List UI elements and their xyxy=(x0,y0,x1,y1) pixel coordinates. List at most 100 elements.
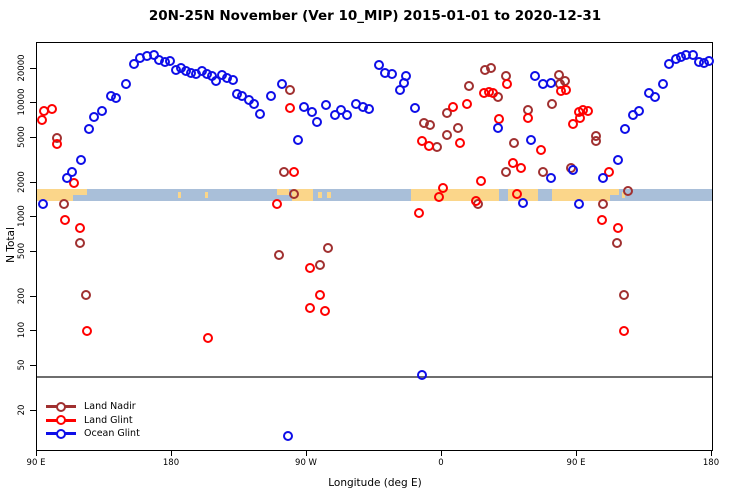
map-strip-land-segment xyxy=(205,192,208,198)
y-axis-tick xyxy=(30,136,36,138)
map-strip-land-segment xyxy=(410,189,499,201)
map-strip-land-segment xyxy=(551,189,610,201)
data-point-land-glint xyxy=(434,192,444,203)
data-point-ocean-glint xyxy=(165,56,176,67)
legend-line xyxy=(46,415,76,426)
data-point-ocean-glint xyxy=(321,99,332,110)
y-axis-label: N Total xyxy=(5,227,17,263)
data-point-land-glint xyxy=(438,183,449,194)
map-strip-land-segment xyxy=(508,189,538,201)
y-axis-tick xyxy=(30,296,36,297)
data-point-land-glint xyxy=(417,135,428,146)
data-point-ocean-glint xyxy=(342,109,353,120)
data-point-ocean-glint xyxy=(96,105,107,116)
data-point-land-nadir xyxy=(453,122,464,133)
map-strip-ocean xyxy=(37,189,712,201)
data-point-land-glint xyxy=(512,189,522,200)
x-axis-label: Longitude (deg E) xyxy=(328,477,422,489)
data-point-land-nadir xyxy=(441,129,452,140)
data-point-land-nadir xyxy=(425,120,435,131)
data-point-ocean-glint xyxy=(573,199,584,210)
data-point-ocean-glint xyxy=(228,75,239,86)
legend-marker-circle xyxy=(56,401,66,412)
data-point-land-glint xyxy=(522,113,533,124)
data-point-land-glint xyxy=(203,332,213,343)
x-axis-tick-label: 180 xyxy=(702,458,720,468)
data-point-land-nadir xyxy=(75,238,86,249)
data-point-ocean-glint xyxy=(417,370,428,381)
data-point-ocean-glint xyxy=(363,104,374,115)
data-point-land-glint xyxy=(582,105,593,116)
data-point-land-glint xyxy=(315,289,326,300)
data-point-ocean-glint xyxy=(704,56,714,67)
map-strip-land-segment xyxy=(37,189,73,201)
y-axis-tick-label: 1000 xyxy=(17,205,27,228)
data-point-ocean-glint xyxy=(282,431,293,442)
data-point-land-glint xyxy=(536,144,546,155)
data-point-ocean-glint xyxy=(401,71,411,82)
data-point-ocean-glint xyxy=(89,111,99,122)
data-point-land-glint xyxy=(305,262,315,273)
data-point-land-glint xyxy=(423,141,434,152)
x-axis-tick-label: 0 xyxy=(438,458,444,468)
data-point-ocean-glint xyxy=(66,166,77,177)
data-point-ocean-glint xyxy=(306,106,317,117)
reference-line xyxy=(37,375,712,378)
data-point-land-nadir xyxy=(618,289,629,300)
data-point-land-glint xyxy=(501,78,512,89)
data-point-land-glint xyxy=(288,166,299,177)
data-point-land-glint xyxy=(462,98,473,109)
x-axis-tick-label: 90 W xyxy=(295,458,317,468)
data-point-land-nadir xyxy=(273,249,284,260)
y-axis-tick-label: 100 xyxy=(17,322,27,339)
x-axis-tick xyxy=(306,450,307,456)
x-axis-tick xyxy=(441,450,442,456)
legend-line xyxy=(46,428,76,439)
x-axis-tick-label: 90 E xyxy=(566,458,586,468)
data-point-ocean-glint xyxy=(546,173,557,184)
legend-item-label: Land Glint xyxy=(84,414,133,426)
map-strip-land-segment xyxy=(610,189,619,196)
data-point-ocean-glint xyxy=(663,59,674,70)
legend-marker-circle xyxy=(56,415,66,426)
legend-item-label: Ocean Glint xyxy=(84,428,140,440)
data-point-land-glint xyxy=(618,326,629,337)
data-point-ocean-glint xyxy=(210,75,221,86)
data-point-ocean-glint xyxy=(255,108,266,119)
legend-item-label: Land Nadir xyxy=(84,401,136,413)
data-point-land-glint xyxy=(612,222,623,233)
y-axis-tick-label: 500 xyxy=(17,242,27,259)
data-point-land-nadir xyxy=(279,166,290,177)
x-axis-tick-label: 90 E xyxy=(26,458,46,468)
y-axis-tick-label: 200 xyxy=(17,287,27,305)
map-strip-land-segment xyxy=(622,192,625,198)
data-point-ocean-glint xyxy=(546,78,557,89)
data-point-land-nadir xyxy=(486,63,497,74)
data-point-ocean-glint xyxy=(84,123,95,134)
data-point-ocean-glint xyxy=(299,101,309,112)
data-point-land-glint xyxy=(81,326,92,337)
data-point-land-glint xyxy=(69,178,80,188)
data-point-land-nadir xyxy=(315,260,326,271)
y-axis-tick xyxy=(30,364,36,366)
legend-item: Land Glint xyxy=(46,414,140,428)
data-point-ocean-glint xyxy=(387,69,398,80)
y-axis-tick xyxy=(30,68,36,69)
data-point-ocean-glint xyxy=(249,98,260,109)
data-point-land-nadir xyxy=(81,289,92,300)
data-point-ocean-glint xyxy=(374,59,384,70)
data-point-land-glint xyxy=(60,214,71,225)
data-point-land-nadir xyxy=(441,107,452,118)
data-point-ocean-glint xyxy=(633,105,644,116)
data-point-land-glint xyxy=(285,102,296,113)
data-point-land-glint xyxy=(516,163,527,174)
y-axis-tick-label: 20 xyxy=(17,404,27,416)
data-point-land-nadir xyxy=(285,85,296,96)
data-point-land-glint xyxy=(575,113,585,124)
x-axis-tick xyxy=(711,450,712,456)
data-point-land-nadir xyxy=(537,166,548,177)
y-axis-tick-label: 50 xyxy=(17,359,27,371)
x-axis-tick-label: 180 xyxy=(162,458,180,468)
data-point-land-nadir xyxy=(591,135,602,146)
x-axis-tick xyxy=(576,450,577,456)
